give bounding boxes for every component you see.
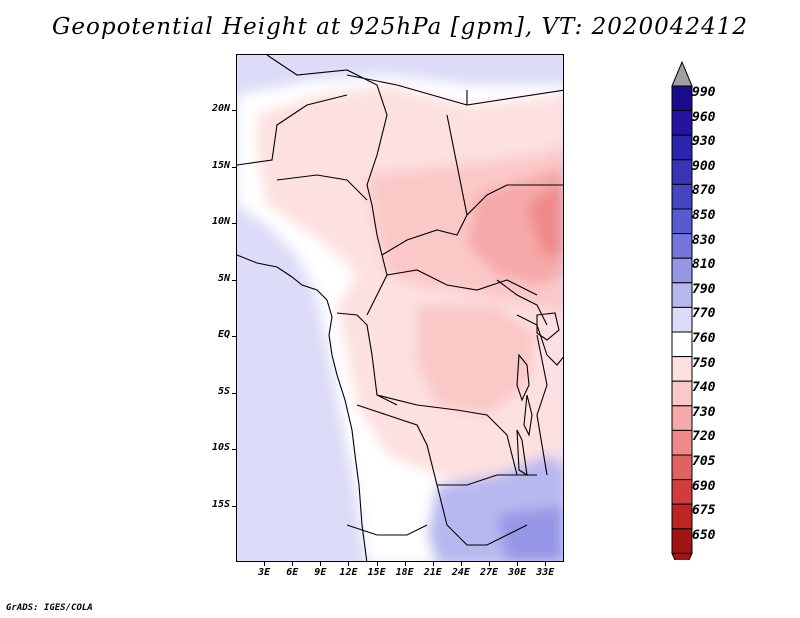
lon-tick [348,562,350,566]
lon-label-18e: 18E [395,567,414,578]
lat-tick [232,336,236,338]
colorbar-level-750: 750 [692,355,716,371]
lat-label-5n: 5N [217,272,230,284]
colorbar-level-720: 720 [692,429,716,445]
lon-label-15e: 15E [367,567,386,578]
lon-label-3e: 3E [258,567,271,578]
lat-tick [232,449,236,451]
lon-tick [545,562,547,566]
colorbar-top-arrow [671,60,693,87]
lat-label-10n: 10N [211,216,230,228]
lat-label-15n: 15N [211,159,230,171]
lon-tick [489,562,491,566]
colorbar-swatch-790 [671,282,693,308]
colorbar-level-830: 830 [692,232,716,248]
map-panel[interactable] [236,54,564,562]
colorbar-level-850: 850 [692,208,716,223]
colorbar-level-990: 990 [692,85,716,100]
colorbar-level-650: 650 [692,527,716,543]
geopotential-field-map [237,55,563,561]
colorbar-level-960: 960 [692,109,716,125]
lat-label-5s: 5S [217,385,230,397]
shaded-field [237,55,563,561]
lon-label-9e: 9E [314,567,327,578]
colorbar-swatch-930 [671,134,693,161]
lon-tick [292,562,294,566]
colorbar-level-690: 690 [692,478,716,494]
colorbar-swatch-730 [671,405,693,431]
lon-tick [264,562,266,566]
colorbar-swatch-960 [671,110,693,136]
map-title: Geopotential Height at 925hPa [gpm], VT:… [52,14,748,40]
colorbar-swatch-850 [671,208,693,235]
colorbar-level-705: 705 [692,454,716,469]
colorbar-level-790: 790 [692,281,716,297]
lat-label-20n: 20N [211,103,230,115]
lat-tick [232,505,236,507]
colorbar [671,60,693,560]
lat-tick [232,279,236,281]
colorbar-swatch-760 [671,331,693,358]
colorbar-level-675: 675 [692,503,716,519]
lon-label-12e: 12E [339,567,358,578]
colorbar-swatch-675 [671,503,693,530]
lat-tick [232,110,236,112]
colorbar-level-740: 740 [692,380,716,396]
colorbar-level-810: 810 [692,257,716,273]
colorbar-swatch-830 [671,233,693,259]
lon-tick [517,562,519,566]
colorbar-swatch-900 [671,159,693,185]
lon-tick [320,562,322,566]
lat-label-15s: 15S [211,498,230,510]
colorbar-level-870: 870 [692,183,716,199]
lon-label-24e: 24E [451,567,470,578]
colorbar-swatch-770 [671,306,693,333]
colorbar-swatch-690 [671,479,693,505]
colorbar-level-760: 760 [692,331,716,346]
coastline-and-borders [237,55,563,561]
lon-label-27e: 27E [479,567,499,578]
colorbar-swatch-650 [671,528,693,554]
lon-label-21e: 21E [423,567,442,578]
colorbar-swatch-705 [671,454,693,481]
colorbar-swatch-750 [671,356,693,382]
lat-tick [232,166,236,168]
colorbar-swatch-990 [671,85,693,112]
lon-tick [376,562,378,566]
colorbar-swatch-720 [671,429,693,456]
colorbar-bottom-arrow [671,552,693,560]
colorbar-level-770: 770 [692,306,716,322]
colorbar-swatch-740 [671,380,693,407]
lon-label-33e: 33E [536,567,555,578]
lon-tick [404,562,406,566]
colorbar-swatch-810 [671,257,693,284]
lon-label-6e: 6E [286,567,299,578]
grads-credit: GrADS: IGES/COLA [6,603,93,613]
lon-label-30e: 30E [508,567,527,578]
lat-tick [232,392,236,394]
colorbar-level-900: 900 [692,158,716,174]
colorbar-swatch-870 [671,183,693,210]
lon-tick [432,562,434,566]
colorbar-level-730: 730 [692,404,716,420]
colorbar-level-930: 930 [692,134,716,150]
lat-label-10s: 10S [211,442,230,454]
lat-tick [232,223,236,225]
lat-label-eq: EQ [217,329,230,341]
lon-tick [460,562,462,566]
